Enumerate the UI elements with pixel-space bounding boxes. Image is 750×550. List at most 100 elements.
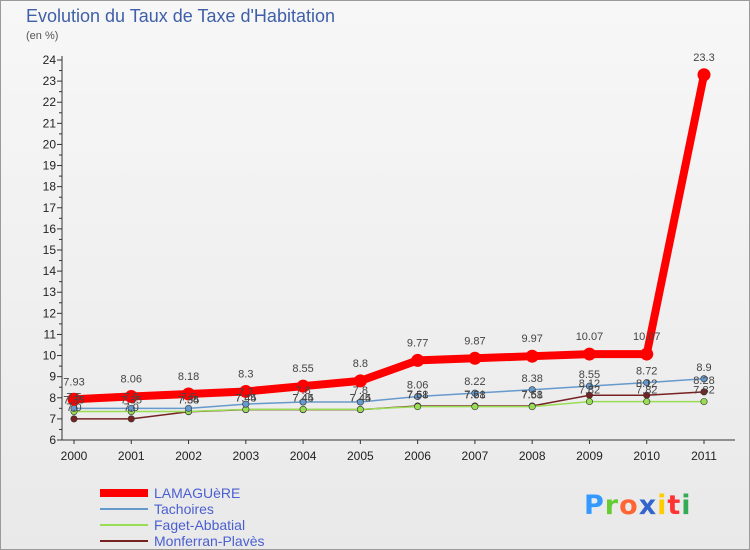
- legend-item-lamaguere[interactable]: LAMAGUèRE: [100, 485, 360, 501]
- data-label-0: 9.77: [407, 337, 428, 349]
- logo-letter: i: [681, 490, 692, 521]
- series-point-0: [296, 379, 310, 393]
- data-label-2: 7.58: [521, 390, 542, 402]
- series-point-1: [700, 375, 708, 383]
- series-point-1: [585, 382, 593, 390]
- x-tick-label: 2010: [633, 449, 660, 463]
- series-point-0: [411, 353, 425, 367]
- series-point-2: [700, 398, 708, 406]
- data-label-2: 7.82: [636, 385, 657, 397]
- series-point-0: [67, 392, 81, 406]
- logo-letter: P: [584, 490, 605, 521]
- y-tick-label: 24: [43, 53, 57, 67]
- x-tick-label: 2000: [61, 449, 88, 463]
- data-label-3: 8.12: [579, 378, 600, 390]
- logo-letter: r: [604, 490, 620, 521]
- legend-item-monferran-plaves[interactable]: Monferran-Plavès: [100, 533, 360, 549]
- data-label-1: 7.5: [124, 391, 139, 403]
- y-tick-label: 22: [43, 95, 57, 109]
- data-label-2: 7.35: [121, 395, 142, 407]
- y-tick-label: 21: [43, 116, 57, 130]
- data-label-3: 8.28: [693, 375, 714, 387]
- y-tick-label: 17: [43, 201, 57, 215]
- series-point-0: [182, 387, 196, 401]
- x-tick-label: 2011: [691, 449, 717, 463]
- series-point-1: [528, 386, 536, 394]
- data-label-3: 8.12: [636, 378, 657, 390]
- data-label-0: 8.18: [178, 371, 199, 383]
- series-point-2: [528, 403, 536, 411]
- series-point-1: [356, 398, 364, 406]
- data-label-0: 8.55: [292, 363, 313, 375]
- logo-letter: t: [667, 490, 682, 521]
- logo-letter: o: [619, 490, 639, 521]
- data-label-3: 7.44: [350, 393, 371, 405]
- logo-letter: x: [638, 490, 658, 521]
- data-label-2: 7.82: [579, 385, 600, 397]
- x-tick-label: 2008: [519, 449, 546, 463]
- series-line-0: [73, 73, 708, 404]
- chart-subtitle: (en %): [26, 30, 59, 42]
- data-label-1: 8.72: [636, 366, 657, 378]
- series-point-0: [582, 347, 596, 361]
- data-label-3: 7.34: [178, 395, 199, 407]
- data-label-2: 7.58: [464, 390, 485, 402]
- legend-item-tachoires[interactable]: Tachoires: [100, 501, 360, 517]
- series-point-0: [239, 384, 253, 398]
- series-point-0: [697, 68, 711, 82]
- x-tick-label: 2009: [576, 449, 603, 463]
- data-label-0: 8.3: [238, 368, 253, 380]
- data-label-3: 7.0: [66, 402, 81, 414]
- x-tick-label: 2004: [290, 449, 317, 463]
- series-point-2: [414, 403, 422, 411]
- y-tick-label: 10: [43, 349, 57, 363]
- legend-label-faget-abbatial: Faget-Abbatial: [154, 517, 246, 533]
- y-tick-label: 7: [49, 412, 56, 426]
- y-tick-label: 16: [43, 222, 57, 236]
- logo-letter: i: [657, 490, 668, 521]
- data-label-2: 7.35: [178, 395, 199, 407]
- series-point-1: [643, 379, 651, 387]
- data-label-2: 7.45: [350, 392, 371, 404]
- data-label-1: 8.38: [521, 373, 542, 385]
- data-label-2: 7.45: [292, 392, 313, 404]
- y-tick-label: 20: [43, 137, 57, 151]
- series-point-1: [471, 389, 479, 397]
- series-point-0: [525, 349, 539, 363]
- series-point-3: [70, 415, 78, 423]
- data-label-2: 7.58: [407, 390, 428, 402]
- data-label-1: 8.22: [464, 376, 485, 388]
- legend-label-lamaguere: LAMAGUèRE: [154, 485, 241, 501]
- y-tick-label: 6: [49, 433, 56, 447]
- y-tick-label: 12: [43, 306, 57, 320]
- y-tick-label: 15: [43, 243, 57, 257]
- legend-item-faget-abbatial[interactable]: Faget-Abbatial: [100, 517, 360, 533]
- y-tick-label: 11: [44, 327, 57, 341]
- x-tick-label: 2007: [462, 449, 489, 463]
- series-point-0: [468, 351, 482, 365]
- data-label-0: 7.93: [63, 376, 84, 388]
- data-label-2: 7.45: [235, 392, 256, 404]
- legend-label-tachoires: Tachoires: [154, 501, 214, 517]
- series-line-1: [74, 378, 705, 410]
- legend-swatch-faget-abbatial: [100, 524, 148, 526]
- series-point-2: [643, 398, 651, 406]
- y-tick-label: 8: [49, 391, 56, 405]
- y-tick-label: 13: [43, 285, 57, 299]
- data-label-2: 7.35: [63, 395, 84, 407]
- x-tick-label: 2002: [175, 449, 202, 463]
- data-label-0: 9.97: [521, 333, 542, 345]
- series-point-3: [700, 388, 708, 396]
- y-tick-label: 23: [43, 74, 57, 88]
- data-label-1: 8.55: [579, 369, 600, 381]
- legend-swatch-tachoires: [100, 508, 148, 510]
- series-point-2: [585, 398, 593, 406]
- data-label-3: 7.0: [124, 402, 139, 414]
- series-line-2: [74, 400, 704, 413]
- data-label-3: 7.44: [292, 393, 313, 405]
- data-label-0: 10.07: [633, 331, 661, 343]
- data-label-3: 7.61: [521, 389, 542, 401]
- series-point-1: [185, 404, 193, 412]
